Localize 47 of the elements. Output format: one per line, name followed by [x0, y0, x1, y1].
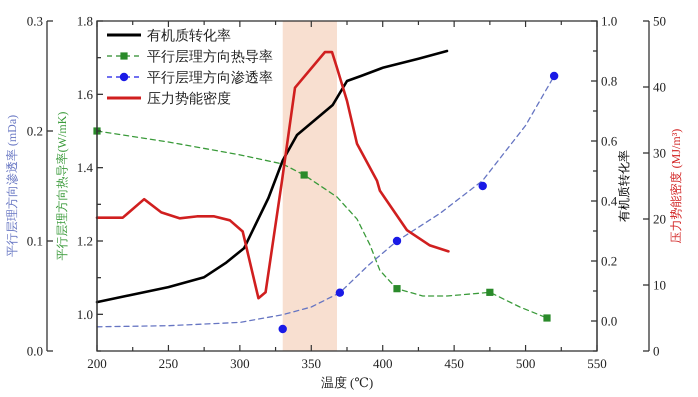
- y-tick-label: 0.3: [26, 14, 43, 28]
- y2-tick-label: 0.4: [601, 194, 618, 208]
- point: [300, 171, 308, 179]
- y2-tick-label: 0.0: [601, 314, 618, 328]
- y-axis-title: 平行层理方向渗透率 (mDa): [5, 114, 19, 258]
- point: [336, 288, 344, 297]
- legend-label: 平行层理方向渗透率: [147, 70, 273, 86]
- x-tick-label: 350: [302, 356, 322, 371]
- x-tick-label: 550: [587, 356, 607, 371]
- y2-tick-label: 10: [653, 278, 666, 292]
- y2-tick-label: 30: [653, 146, 666, 160]
- y-tick-label: 1.4: [76, 160, 94, 176]
- point: [543, 314, 551, 322]
- legend-label: 平行层理方向热导率: [147, 49, 273, 65]
- y2-tick-label: 0: [653, 344, 660, 358]
- y2-tick-label: 20: [653, 212, 666, 226]
- x-tick-label: 200: [87, 356, 107, 371]
- y-tick-label: 1.6: [76, 86, 94, 102]
- y2-tick-label: 1.0: [601, 14, 618, 28]
- y-tick-label: 1.0: [76, 306, 93, 322]
- y2-axis-title: 压力势能密度 (MJ/m³): [669, 128, 683, 244]
- point: [392, 236, 402, 246]
- point: [278, 324, 287, 334]
- y-tick-label: 0.0: [26, 344, 43, 358]
- x-tick-label: 500: [516, 356, 536, 371]
- x-tick-label: 300: [230, 356, 250, 371]
- point: [393, 285, 401, 292]
- legend-label: 压力势能密度: [147, 91, 231, 107]
- y2-tick-label: 0.8: [601, 74, 618, 88]
- point: [486, 288, 494, 296]
- y2-axis-title: 有机质转化率: [617, 150, 631, 222]
- y2-tick-label: 0.2: [601, 254, 618, 268]
- x-tick-label: 450: [444, 356, 464, 371]
- x-axis-title: 温度 (℃): [320, 375, 374, 390]
- y-tick-label: 1.2: [76, 234, 93, 248]
- point: [550, 72, 558, 80]
- y-tick-label: 0.2: [26, 124, 43, 138]
- legend-label: 有机质转化率: [147, 28, 231, 44]
- x-tick-label: 400: [372, 356, 392, 371]
- y2-tick-label: 50: [653, 14, 666, 28]
- y-tick-label: 0.1: [26, 234, 43, 248]
- y2-tick-label: 0.6: [601, 134, 618, 148]
- point: [478, 182, 487, 190]
- y-axis-title: 平行层理方向热导率(W/mK): [55, 112, 69, 260]
- y2-tick-label: 40: [653, 80, 666, 94]
- x-tick-label: 250: [158, 356, 178, 371]
- y-tick-label: 1.8: [76, 14, 93, 28]
